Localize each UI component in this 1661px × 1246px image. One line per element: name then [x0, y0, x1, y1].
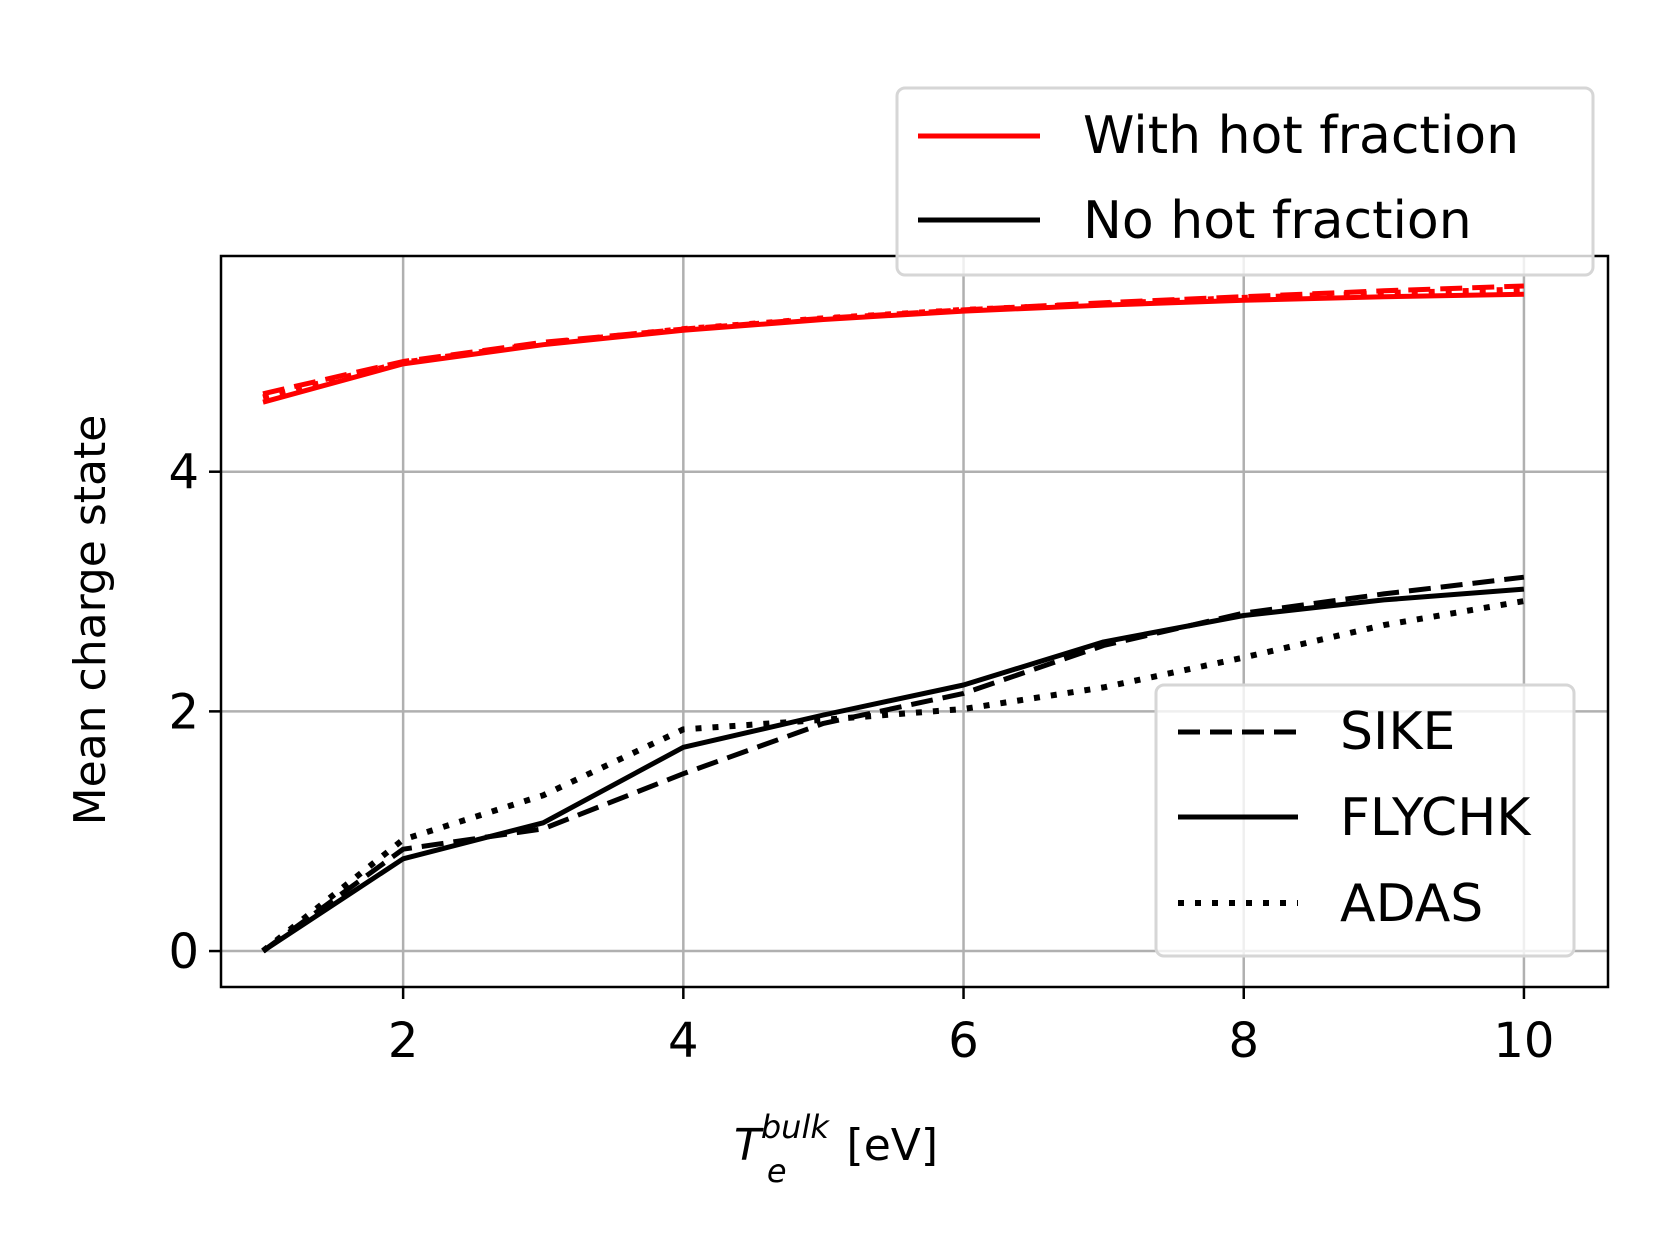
plot-series [261, 283, 1525, 954]
legend-flychk-label: FLYCHK [1340, 788, 1532, 848]
series-line-with_hot-flychk [262, 291, 1524, 405]
x-axis-label: Tbulk e [eV] [734, 1108, 938, 1190]
x-tick-label: 2 [388, 1013, 419, 1069]
grid-lines [221, 256, 1608, 987]
axis-ticks: 2 4 6 8 10 0 2 4 [168, 445, 1554, 1069]
y-axis-label: Mean charge state [65, 415, 116, 826]
series-line-no_hot-flychk [261, 586, 1525, 954]
series-line-with_hot-adas [262, 286, 1524, 401]
legend-with-hot-label: With hot fraction [1083, 106, 1519, 166]
legend-adas-label: ADAS [1340, 874, 1483, 934]
legend-groups: With hot fraction No hot fraction [895, 86, 1595, 277]
y-tick-label: 2 [168, 684, 199, 740]
legend-models: SIKE FLYCHK ADAS [1154, 683, 1576, 958]
x-axis-label-main: T [734, 1120, 764, 1171]
legend-models-box [1154, 683, 1576, 958]
y-tick-label: 0 [168, 924, 199, 980]
x-axis-label-sup: bulk [761, 1108, 830, 1146]
x-axis-label-sub: e [767, 1152, 787, 1190]
x-tick-label: 8 [1228, 1013, 1259, 1069]
x-tick-label: 4 [668, 1013, 699, 1069]
x-tick-label: 6 [948, 1013, 979, 1069]
x-axis-label-unit: [eV] [833, 1120, 939, 1171]
x-tick-label: 10 [1493, 1013, 1554, 1069]
y-tick-label: 4 [168, 445, 199, 501]
legend-groups-box [895, 86, 1595, 277]
series-line-with_hot-sike [262, 283, 1524, 397]
legend-sike-label: SIKE [1340, 702, 1455, 762]
legend-no-hot-label: No hot fraction [1083, 191, 1472, 251]
